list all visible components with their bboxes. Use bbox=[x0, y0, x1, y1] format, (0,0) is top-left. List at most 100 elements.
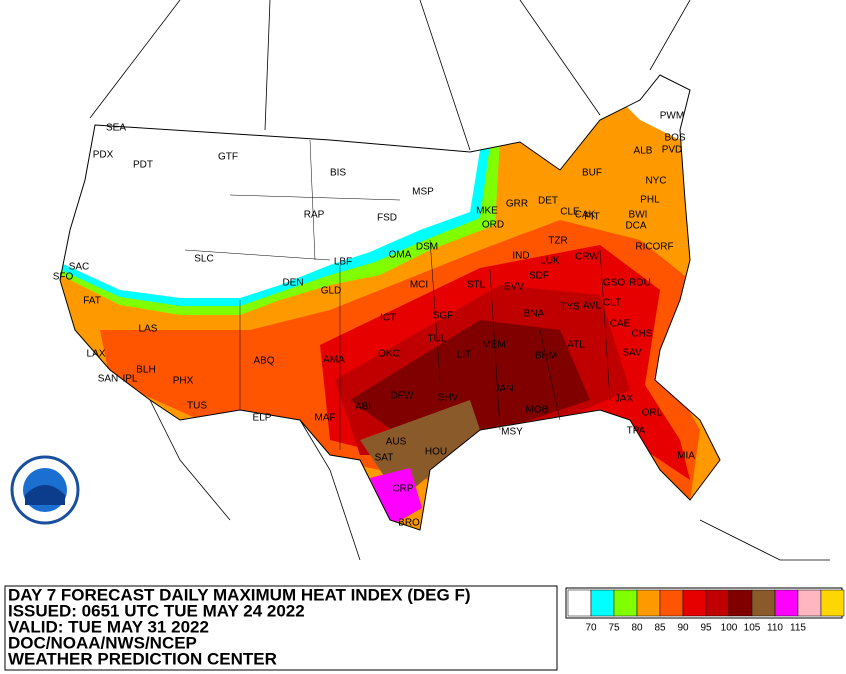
city-label: TYS bbox=[560, 302, 580, 313]
city-label: MKE bbox=[476, 206, 498, 217]
city-label: GRR bbox=[506, 199, 528, 210]
city-label: TUS bbox=[187, 401, 207, 412]
city-label: TUL bbox=[428, 334, 447, 345]
legend-swatch bbox=[751, 589, 776, 617]
city-label: MSP bbox=[412, 187, 434, 198]
city-label: DEN bbox=[282, 278, 303, 289]
city-label: CLT bbox=[603, 298, 621, 309]
header-line: ISSUED: 0651 UTC TUE MAY 24 2022 bbox=[8, 601, 305, 620]
legend-swatch bbox=[590, 589, 615, 617]
city-label: CHS bbox=[631, 329, 652, 340]
header-line: WEATHER PREDICTION CENTER bbox=[8, 649, 277, 668]
header-line: VALID: TUE MAY 31 2022 bbox=[8, 617, 209, 636]
header-line: DAY 7 FORECAST DAILY MAXIMUM HEAT INDEX … bbox=[8, 585, 471, 604]
legend-label: 90 bbox=[677, 623, 689, 634]
city-label: STL bbox=[467, 280, 486, 291]
city-label: GSO bbox=[603, 278, 625, 289]
city-label: LUK bbox=[540, 256, 560, 267]
legend-swatch bbox=[682, 589, 707, 617]
city-label: SAT bbox=[375, 453, 394, 464]
city-label: SDF bbox=[529, 271, 549, 282]
legend-label: 115 bbox=[790, 623, 806, 634]
city-label: TPA bbox=[627, 426, 646, 437]
city-label: IND bbox=[512, 251, 529, 262]
city-label: FSD bbox=[377, 213, 397, 224]
city-label: PDX bbox=[93, 150, 114, 161]
city-label: AMA bbox=[323, 355, 345, 366]
city-label: BNA bbox=[524, 309, 545, 320]
legend-swatch bbox=[659, 589, 684, 617]
city-label: BUF bbox=[582, 168, 602, 179]
city-label: ALB bbox=[634, 146, 653, 157]
city-label: OMA bbox=[389, 250, 412, 261]
city-label: PVD bbox=[662, 145, 683, 156]
legend-swatch bbox=[705, 589, 730, 617]
city-label: MOB bbox=[526, 405, 549, 416]
city-label: PWM bbox=[660, 111, 684, 122]
city-label: RAP bbox=[304, 210, 325, 221]
city-label: ELP bbox=[253, 413, 272, 424]
city-label: BIS bbox=[330, 168, 346, 179]
city-label: LAS bbox=[139, 324, 158, 335]
city-label: OKC bbox=[378, 349, 400, 360]
city-label: RIC bbox=[635, 242, 652, 253]
legend-swatch bbox=[820, 589, 845, 617]
city-label: HOU bbox=[425, 447, 447, 458]
city-label: DSM bbox=[416, 242, 438, 253]
city-label: CRW bbox=[575, 252, 599, 263]
city-label: ORD bbox=[482, 220, 504, 231]
city-label: PHX bbox=[173, 376, 194, 387]
city-label: NYC bbox=[645, 176, 666, 187]
city-label: SAC bbox=[69, 262, 90, 273]
city-label: SAN bbox=[98, 374, 119, 385]
city-label: EVV bbox=[504, 282, 524, 293]
info-box bbox=[4, 585, 558, 671]
city-label: LBF bbox=[334, 257, 352, 268]
state-lines bbox=[184, 139, 611, 450]
legend-swatch bbox=[728, 589, 753, 617]
legend-label: 105 bbox=[744, 623, 761, 634]
city-label: PDT bbox=[133, 160, 153, 171]
city-label: FAT bbox=[83, 296, 101, 307]
city-label: BRO bbox=[398, 518, 420, 529]
city-label: SEA bbox=[106, 123, 126, 134]
city-label: DCA bbox=[625, 221, 646, 232]
city-label: DET bbox=[538, 196, 558, 207]
borders bbox=[89, 0, 830, 561]
city-label: GTF bbox=[218, 152, 238, 163]
city-label: DFW bbox=[391, 391, 414, 402]
city-label: BLH bbox=[136, 365, 155, 376]
legend-swatch bbox=[774, 589, 799, 617]
city-label: ORL bbox=[642, 408, 663, 419]
city-label: MAF bbox=[314, 413, 335, 424]
city-label: AUS bbox=[386, 437, 407, 448]
city-label: SHV bbox=[438, 393, 459, 404]
city-label: JAN bbox=[495, 384, 514, 395]
city-label: CAK bbox=[575, 210, 596, 221]
city-label: ATL bbox=[567, 340, 585, 351]
city-label: LAX bbox=[87, 349, 106, 360]
city-label: TZR bbox=[548, 236, 567, 247]
city-label: CRP bbox=[392, 484, 413, 495]
legend-label: 80 bbox=[631, 623, 643, 634]
city-label: GLD bbox=[321, 286, 342, 297]
legend-swatch bbox=[567, 589, 592, 617]
city-label: SAV bbox=[622, 348, 642, 359]
city-label: BWI bbox=[629, 210, 648, 221]
legend-label: 75 bbox=[608, 623, 620, 634]
legend-swatch bbox=[636, 589, 661, 617]
city-label: AVL bbox=[583, 301, 602, 312]
legend-label: 70 bbox=[585, 623, 597, 634]
city-label: MCI bbox=[410, 280, 428, 291]
legend-label: 100 bbox=[721, 623, 738, 634]
legend-label: 85 bbox=[654, 623, 666, 634]
legend-swatch bbox=[613, 589, 638, 617]
city-label: MSY bbox=[501, 427, 523, 438]
city-label: CLE bbox=[560, 207, 580, 218]
city-label: ORF bbox=[652, 242, 673, 253]
city-label: BOS bbox=[664, 133, 685, 144]
legend-swatch bbox=[797, 589, 822, 617]
